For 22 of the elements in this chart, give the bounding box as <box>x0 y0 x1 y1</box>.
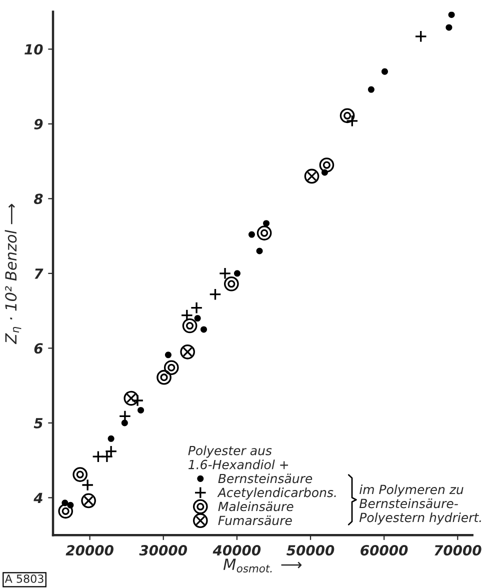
legend-label: Maleinsäure <box>218 502 294 512</box>
x-tick-label: 30000 <box>139 545 188 556</box>
legend-title: Polyester aus 1.6-Hexandiol + <box>188 446 288 470</box>
legend-label: Fumarsäure <box>218 516 292 526</box>
y-tick-label: 8 <box>34 194 43 204</box>
x-tick-label: 40000 <box>212 545 261 556</box>
annotation: im Polymeren zu Bernsteinsäure- Polyestern hydriert. <box>359 484 481 525</box>
x-axis-title: M$_{osmot.}$ ⟶ <box>223 558 302 572</box>
x-tick-label: 50000 <box>286 545 334 556</box>
legend-label: Bernsteinsäure <box>218 474 312 484</box>
y-axis-title: Z$_{η}$ · 10² Benzol ⟶ <box>4 204 22 344</box>
x-tick-label: 70000 <box>434 545 482 556</box>
y-tick-label: 10 <box>24 44 43 55</box>
y-tick-label: 6 <box>34 343 43 354</box>
x-tick-label: 60000 <box>360 545 408 556</box>
y-tick-label: 7 <box>34 268 44 279</box>
y-tick-label: 9 <box>34 118 43 130</box>
text: A 5803 <box>4 574 44 583</box>
y-tick-label: 4 <box>34 492 42 503</box>
x-tick-label: 20000 <box>66 545 114 556</box>
legend-label: Acetylendicarbons. <box>217 488 336 500</box>
y-tick-label: 5 <box>34 418 43 428</box>
